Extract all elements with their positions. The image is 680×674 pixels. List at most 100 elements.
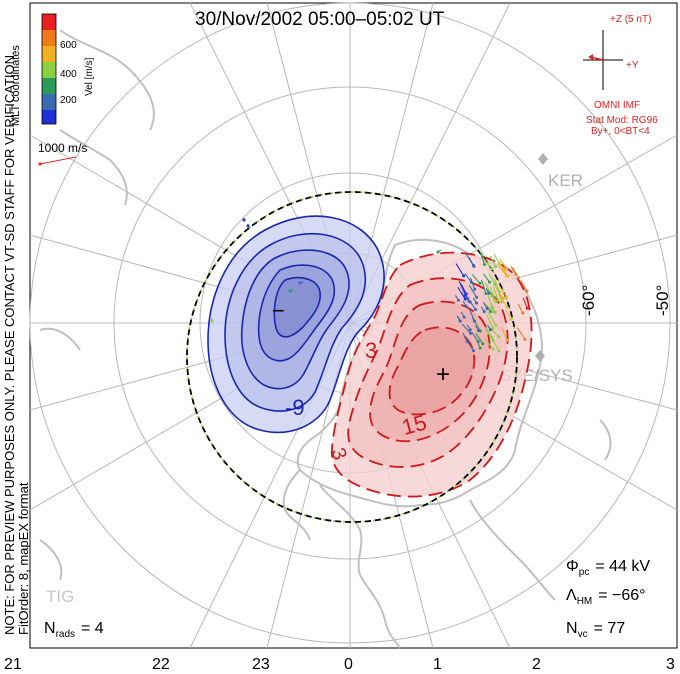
velocity-vector: [455, 263, 465, 277]
velocity-vector: [468, 256, 474, 266]
mlt-label: 1: [433, 656, 442, 673]
vector-count: Nvc = 77: [566, 620, 625, 640]
velocity-vector: [517, 303, 524, 314]
colorbar-tick-400: 400: [60, 69, 77, 80]
velocity-vector: [489, 286, 496, 300]
scale-vector-line: [39, 156, 77, 165]
velocity-vector: [473, 297, 477, 304]
pos-contour-label-outer: 3: [365, 338, 377, 363]
station-label-tig: TIG: [46, 587, 74, 606]
imf-source-label: OMNI IMF: [594, 100, 640, 111]
velocity-vector: [522, 297, 528, 309]
velocity-vector: [470, 277, 476, 290]
mlt-label: 2: [532, 656, 541, 673]
imf-z-label: +Z (5 nT): [610, 14, 651, 25]
velocity-vectors: [210, 218, 529, 353]
velocity-vector: [485, 326, 493, 338]
pos-max-marker: +: [436, 361, 450, 388]
colorbar-seg: [42, 46, 56, 62]
velocity-vector: [464, 293, 469, 299]
colorbar-seg: [42, 110, 56, 124]
colorbar-seg: [42, 94, 56, 110]
station-label-ker: KER: [548, 171, 583, 190]
velocity-vector: [289, 289, 294, 292]
preview-note: NOTE: FOR PREVIEW PURPOSES ONLY. PLEASE …: [2, 51, 17, 635]
colorbar-frame: [41, 13, 57, 125]
velocity-vector: [499, 259, 508, 270]
color-bar: 600 400 200 Vel [m/s] MLT coordinates: [10, 13, 95, 126]
velocity-vector: [512, 267, 519, 279]
fitorder-note: FitOrder: 8, mapEX format: [16, 482, 31, 635]
velocity-vector: [479, 251, 485, 265]
velocity-vector: [483, 303, 488, 309]
velocity-vector: [484, 302, 494, 313]
velocity-vector: [462, 332, 468, 342]
velocity-vector: [458, 281, 467, 296]
velocity-vector: [486, 314, 494, 329]
velocity-vector: [487, 294, 493, 308]
mlt-label: 22: [152, 656, 170, 673]
imf-y-label: +Y: [626, 60, 639, 71]
imf-model-label: Stat Mod: RG96: [586, 115, 658, 126]
radar-count: Nrads = 4: [44, 620, 104, 640]
velocity-vector: [480, 279, 487, 294]
velocity-vector: [497, 260, 505, 271]
velocity-vector: [484, 338, 494, 350]
velocity-vector: [480, 306, 485, 312]
colorbar-seg: [42, 14, 56, 30]
station-marker-sye: [535, 350, 545, 362]
velocity-vector: [491, 337, 500, 352]
velocity-vector: [489, 255, 497, 267]
velocity-vector: [498, 266, 508, 277]
mlt-label: 21: [4, 656, 22, 673]
colorbar-tick-600: 600: [60, 40, 77, 51]
velocity-vector: [475, 333, 484, 344]
velocity-vector: [460, 283, 467, 295]
colorbar-seg: [42, 78, 56, 94]
stats-panel: Φpc = 44 kV ΛHM = −66° Nvc = 77 Nrads = 4: [44, 558, 650, 640]
lat-label-60: -60°: [579, 285, 598, 316]
velocity-vector: [482, 257, 493, 270]
velocity-vector: [498, 284, 507, 298]
velocity-vector: [498, 294, 508, 308]
imf-model-params: By+, 0<BT<4: [591, 126, 650, 137]
velocity-vector: [437, 249, 442, 253]
mlt-axis: 21 22 23 0 1 2 3: [4, 656, 675, 673]
velocity-vector: [466, 341, 475, 352]
velocity-vector: [483, 273, 490, 283]
velocity-vector: [461, 323, 471, 334]
hm-boundary-markers: [186, 191, 518, 523]
colorbar-seg: [42, 30, 56, 46]
colorbar-tick-200: 200: [60, 95, 77, 106]
velocity-vector: [468, 308, 476, 322]
neg-contour-5: [273, 276, 322, 338]
velocity-vector: [469, 301, 477, 310]
pos-contour-4: [388, 326, 476, 416]
velocity-vector: [516, 327, 526, 340]
neg-contour-label: -9: [285, 395, 305, 420]
velocity-vector: [520, 279, 528, 292]
velocity-vector: [462, 300, 467, 307]
hm-latitude: ΛHM = −66°: [566, 587, 646, 607]
velocity-vector: [464, 273, 472, 283]
velocity-vector: [501, 327, 508, 341]
coordinate-system-label: MLT coordinates: [10, 45, 22, 126]
neg-min-marker: −: [272, 298, 285, 323]
imf-panel: +Z (5 nT) +Y OMNI IMF Stat Mod: RG96 By+…: [583, 14, 658, 137]
velocity-vector: [456, 315, 461, 322]
velocity-vector: [488, 273, 496, 285]
scale-vector-origin: [38, 162, 42, 166]
velocity-vector: [475, 337, 481, 349]
velocity-vector: [457, 286, 466, 300]
velocity-vector: [510, 266, 517, 275]
velocity-vector: [485, 287, 490, 294]
velocity-vector: [460, 311, 465, 318]
station-marker-ker: [538, 153, 548, 165]
mlt-label: 3: [666, 656, 675, 673]
mlt-label: 23: [252, 656, 270, 673]
mlt-label: 0: [344, 656, 353, 673]
colorbar-vel-label: Vel [m/s]: [84, 57, 95, 96]
map-title: 30/Nov/2002 05:00–05:02 UT: [195, 9, 445, 30]
velocity-vector: [299, 281, 304, 284]
velocity-vector: [471, 274, 481, 284]
